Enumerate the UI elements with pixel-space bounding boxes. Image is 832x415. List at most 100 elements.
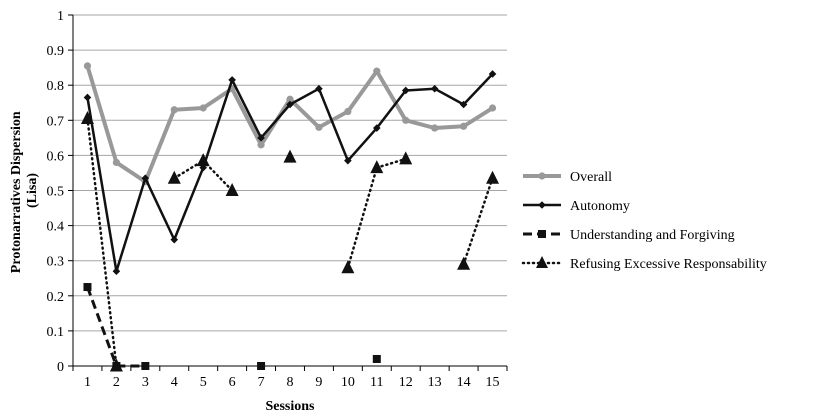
x-tick-label: 14 (457, 375, 471, 390)
y-tick-label: 0.3 (47, 255, 65, 270)
series-segment (462, 176, 494, 266)
data-point (341, 260, 355, 274)
legend-marker (536, 256, 548, 268)
data-point (83, 93, 92, 102)
data-point (257, 134, 265, 142)
data-point (373, 67, 381, 75)
data-point (109, 358, 123, 372)
data-point (196, 153, 210, 167)
x-tick-label: 13 (428, 375, 442, 390)
x-tick-label: 2 (113, 375, 120, 390)
data-point (141, 362, 150, 370)
y-tick-label: 0 (57, 360, 64, 375)
data-point (373, 124, 381, 132)
data-point (286, 100, 294, 109)
x-tick-label: 8 (287, 375, 294, 390)
x-axis-title: Sessions (265, 399, 315, 414)
series-segment (346, 127, 378, 162)
data-point (83, 62, 92, 70)
legend-label: Understanding and Forgiving (570, 228, 735, 243)
data-point (402, 116, 410, 124)
series-segment (346, 69, 379, 113)
data-point (401, 86, 410, 95)
series-segment (346, 166, 379, 269)
series-segment (144, 177, 176, 241)
series-segment (143, 109, 177, 183)
data-point (112, 158, 120, 167)
y-axis-title-line-1: Protonarratives Dispersion (9, 111, 24, 273)
series-refusing-excessive-responsability (80, 111, 500, 372)
series-segment (405, 118, 436, 130)
series-segment (288, 97, 321, 129)
series-segment (173, 159, 205, 180)
series-segment (115, 160, 147, 184)
series-overall (83, 62, 497, 186)
y-axis-title-line-2: (Lisa) (25, 173, 40, 208)
series-segment (230, 87, 263, 146)
data-point (257, 362, 266, 370)
data-point (457, 256, 471, 270)
data-point (315, 84, 323, 93)
x-tick-label: 5 (200, 375, 207, 390)
series-segment (462, 73, 494, 106)
series-segment (375, 157, 407, 169)
series-segment (289, 87, 320, 106)
series-segment (375, 70, 408, 122)
legend-item: Refusing Excessive Responsability (521, 256, 767, 272)
data-point (488, 70, 497, 78)
data-point (141, 174, 150, 183)
series-segment (317, 109, 349, 130)
series-segment (86, 117, 118, 368)
legend-label: Refusing Excessive Responsability (570, 257, 767, 272)
y-tick-label: 0.5 (47, 185, 65, 200)
x-tick-label: 12 (399, 375, 413, 390)
series-segment (375, 89, 407, 129)
y-axis-ticks: 0 0.1 0.2 0.3 0.4 0.5 0.6 0.7 0.8 0.9 1 (47, 9, 73, 375)
x-tick-label: 10 (341, 375, 355, 390)
legend-marker (538, 230, 546, 238)
legend-label: Overall (570, 170, 612, 185)
x-axis-ticks: 1 2 3 4 5 6 7 8 9 10 11 12 13 14 15 (72, 366, 508, 390)
data-point (344, 107, 352, 116)
data-point (170, 106, 178, 114)
series-segment (86, 97, 118, 272)
legend-item: Autonomy (523, 199, 630, 214)
data-point (460, 122, 468, 130)
legend-marker (538, 201, 546, 209)
data-point (257, 141, 265, 149)
legend-marker (538, 172, 546, 180)
data-point (399, 151, 413, 165)
x-tick-label: 1 (84, 375, 91, 390)
y-tick-label: 0.7 (47, 114, 65, 129)
data-point (488, 104, 497, 112)
data-point (83, 283, 92, 292)
data-point (170, 235, 179, 244)
legend-label: Autonomy (570, 199, 630, 214)
x-tick-label: 11 (370, 375, 383, 390)
data-point (228, 76, 236, 84)
legend-item: Overall (523, 170, 612, 185)
y-tick-label: 0.8 (47, 79, 65, 94)
data-point (486, 170, 500, 184)
data-point (372, 354, 381, 363)
series-group (80, 62, 500, 372)
series-segment (434, 87, 465, 106)
legend: Overall Autonomy Understanding and Forgivi… (521, 170, 767, 272)
series-segment (260, 103, 291, 139)
series-segment (174, 106, 204, 112)
legend-item: Understanding and Forgiving (523, 228, 735, 243)
data-point (430, 84, 439, 93)
x-tick-label: 15 (486, 375, 500, 390)
x-tick-label: 9 (315, 375, 322, 390)
data-point (459, 100, 468, 109)
series-segment (115, 177, 147, 272)
x-tick-label: 6 (229, 375, 236, 390)
grid-lines (73, 14, 507, 332)
data-point (286, 95, 294, 103)
data-point (370, 160, 384, 174)
x-tick-label: 3 (142, 375, 149, 390)
series-segment (231, 79, 263, 139)
y-tick-label: 0.9 (47, 44, 65, 59)
series-segment (85, 65, 119, 163)
